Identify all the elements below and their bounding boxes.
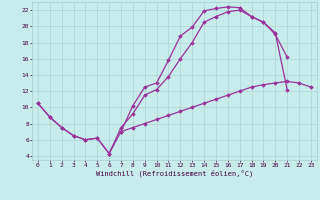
X-axis label: Windchill (Refroidissement éolien,°C): Windchill (Refroidissement éolien,°C) xyxy=(96,169,253,177)
